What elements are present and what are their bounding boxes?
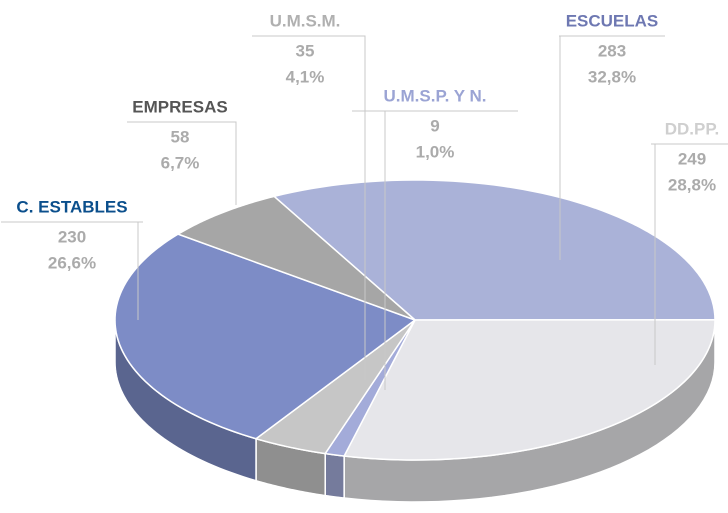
leader-line	[559, 35, 665, 260]
slice	[254, 319, 416, 455]
slice-label: DD.PP.	[665, 119, 720, 138]
leader-line	[358, 35, 366, 380]
slice-value: 35	[296, 41, 315, 60]
slice-label: C. ESTABLES	[16, 197, 127, 216]
slice	[114, 233, 417, 440]
slice-label: ESCUELAS	[566, 11, 659, 30]
slice-value: 249	[678, 149, 706, 168]
slice-percent: 4,1%	[286, 67, 325, 86]
slice-label: U.M.S.M.	[270, 11, 341, 30]
slice-side	[324, 452, 345, 499]
slice-label: EMPRESAS	[132, 97, 227, 116]
slice	[342, 319, 716, 461]
slice-percent: 32,8%	[588, 67, 636, 86]
slice-percent: 1,0%	[416, 142, 455, 161]
slice	[176, 195, 416, 321]
leader-line	[654, 143, 728, 365]
slice-percent: 6,7%	[161, 153, 200, 172]
slice-value: 283	[598, 41, 626, 60]
slice-percent: 26,6%	[48, 253, 96, 272]
slice-percent: 28,8%	[668, 175, 716, 194]
leader-line	[384, 110, 518, 390]
slice-label: U.M.S.P. Y N.	[384, 86, 487, 105]
leader-line	[233, 121, 237, 205]
leader-line	[137, 221, 143, 320]
slice-value: 58	[171, 127, 190, 146]
slice-value: 230	[58, 227, 86, 246]
slice-value: 9	[430, 116, 439, 135]
